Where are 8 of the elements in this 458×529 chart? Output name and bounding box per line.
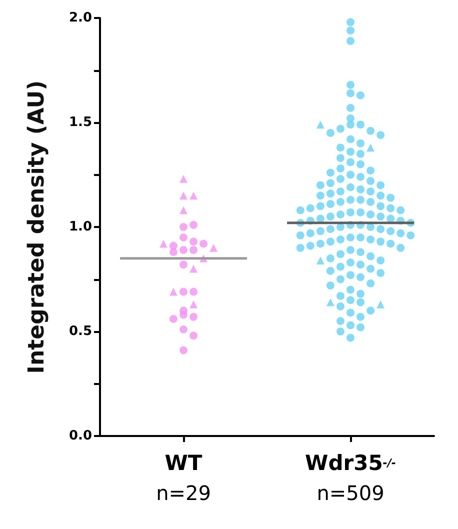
y-tick-label: 0.0 [68,428,92,444]
y-tick-label: 1.5 [68,115,92,130]
y-tick-label: 2.0 [68,10,92,26]
y-tick-label: 1.0 [68,220,92,234]
y-axis-title: Integrated density (AU) [24,80,50,374]
y-tick-label: 0.5 [68,324,92,339]
x-tick-label: WT n=29 [156,451,211,505]
x-tick-label: Wdr35-/- n=509 [305,451,396,505]
